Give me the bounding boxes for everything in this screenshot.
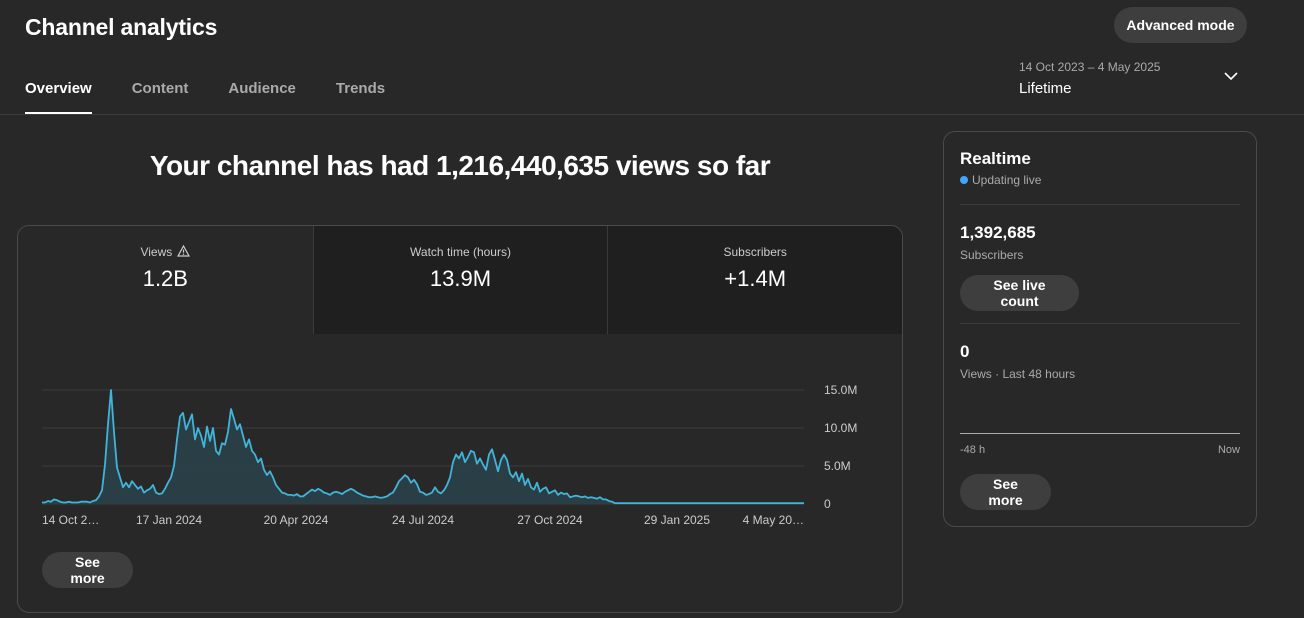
x-tick-label: 27 Oct 2024	[517, 513, 583, 527]
metric-label-subscribers: Subscribers	[723, 245, 787, 259]
x-tick-label: 14 Oct 2…	[42, 513, 99, 527]
chevron-down-icon	[1224, 72, 1238, 81]
y-tick-label: 10.0M	[824, 421, 857, 435]
metric-tabs: Views 1.2B Watch time (hours) 13.9M Subs…	[18, 226, 902, 334]
x-tick-label: 4 May 20…	[743, 513, 804, 527]
chart-series-line	[42, 389, 804, 505]
y-tick-label: 0	[824, 497, 831, 511]
realtime-axis-start: -48 h	[960, 444, 986, 456]
x-tick-label: 17 Jan 2024	[136, 513, 202, 527]
y-tick-label: 5.0M	[824, 459, 851, 473]
realtime-divider	[960, 204, 1240, 205]
metric-label-views: Views	[18, 245, 313, 259]
realtime-card: Realtime Updating live 1,392,685 Subscri…	[943, 131, 1257, 527]
x-tick-label: 24 Jul 2024	[392, 513, 454, 527]
tab-overview[interactable]: Overview	[25, 80, 92, 114]
metric-label-watch-time: Watch time (hours)	[410, 245, 511, 259]
date-range-text: 14 Oct 2023 – 4 May 2025	[1019, 60, 1161, 74]
analytics-tabs: Overview Content Audience Trends	[25, 80, 425, 114]
realtime-subscribers-value: 1,392,685	[960, 223, 1036, 242]
chart-area-fill	[42, 390, 804, 504]
x-tick-label: 29 Jan 2025	[644, 513, 710, 527]
metric-tab-views[interactable]: Views 1.2B	[18, 226, 313, 334]
overview-see-more-button[interactable]: See more	[42, 552, 133, 588]
date-period-label: Lifetime	[1019, 80, 1072, 97]
page-title: Channel analytics	[25, 14, 218, 40]
realtime-status-text: Updating live	[972, 173, 1042, 187]
metric-tab-subscribers[interactable]: Subscribers +1.4M	[607, 226, 902, 334]
y-tick-label: 15.0M	[824, 383, 857, 397]
advanced-mode-button[interactable]: Advanced mode	[1114, 7, 1247, 43]
chart-x-ticks: 14 Oct 2… 17 Jan 2024 20 Apr 2024 24 Jul 20…	[42, 513, 804, 527]
date-range-picker[interactable]: 14 Oct 2023 – 4 May 2025 Lifetime	[1019, 57, 1249, 101]
header-divider	[0, 114, 1304, 115]
warning-icon	[177, 245, 191, 257]
chart-grid	[42, 389, 804, 505]
realtime-see-more-button[interactable]: See more	[960, 474, 1051, 510]
metric-value-subscribers: +1.4M	[724, 266, 787, 291]
x-tick-label: 20 Apr 2024	[264, 513, 329, 527]
realtime-views-value: 0	[960, 342, 970, 361]
tab-content[interactable]: Content	[131, 80, 189, 97]
realtime-chart-axis	[960, 433, 1240, 434]
metric-value-watch-time: 13.9M	[429, 266, 492, 291]
metric-tab-watch-time[interactable]: Watch time (hours) 13.9M	[312, 226, 608, 334]
metric-value-views: 1.2B	[142, 266, 188, 291]
total-views-headline: Your channel has had 1,216,440,635 views…	[149, 150, 771, 181]
views-chart: 0 5.0M 10.0M 15.0M 14 Oct 2… 17 Jan 2024 20 A…	[42, 383, 857, 527]
realtime-views-label: Views · Last 48 hours	[960, 367, 1076, 381]
realtime-divider	[960, 323, 1240, 324]
metric-label-views-text: Views	[140, 245, 173, 259]
realtime-subscribers-label: Subscribers	[960, 248, 1024, 262]
realtime-title: Realtime	[960, 149, 1031, 168]
chart-y-ticks: 0 5.0M 10.0M 15.0M	[824, 383, 857, 511]
overview-chart-card: Views 1.2B Watch time (hours) 13.9M Subs…	[17, 225, 903, 613]
tab-audience[interactable]: Audience	[228, 80, 296, 97]
tab-trends[interactable]: Trends	[335, 80, 386, 97]
realtime-axis-end: Now	[1217, 444, 1240, 456]
see-live-count-button[interactable]: See live count	[960, 275, 1079, 311]
live-dot-icon	[960, 176, 968, 184]
realtime-status: Updating live	[960, 173, 1041, 187]
